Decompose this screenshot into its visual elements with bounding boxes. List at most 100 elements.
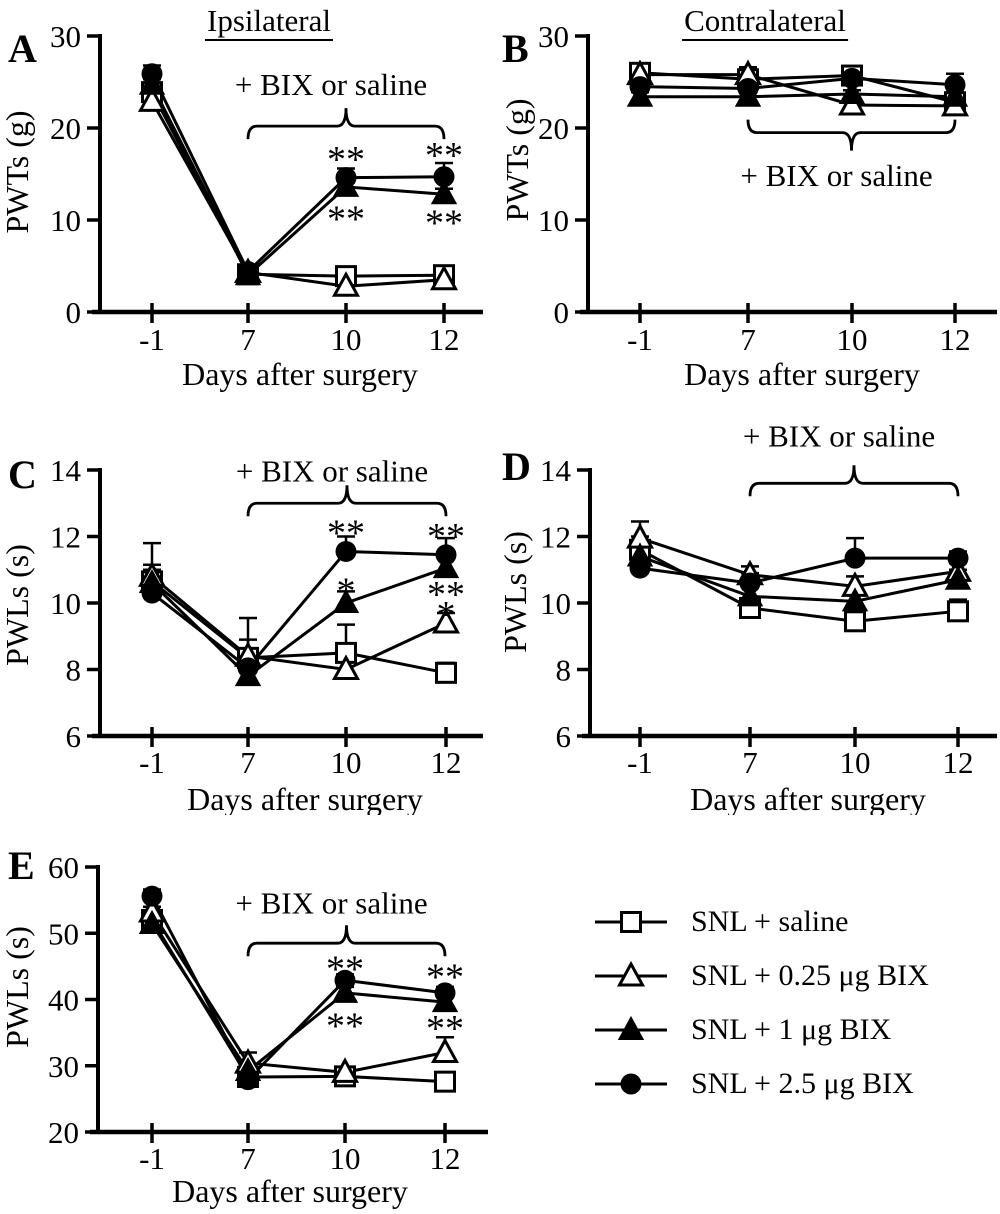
circle-filled-marker-icon [595, 1073, 667, 1095]
svg-text:Days after surgery: Days after surgery [684, 356, 920, 392]
column-title-ipsilateral: Ipsilateral [205, 3, 333, 41]
svg-text:-1: -1 [139, 1141, 165, 1176]
triangle-filled-marker-icon [595, 1015, 667, 1040]
svg-text:PWTs (g): PWTs (g) [500, 98, 535, 221]
legend-item-snl-saline: SNL + saline [593, 905, 929, 939]
svg-text:**: ** [427, 516, 465, 558]
svg-text:A: A [8, 26, 37, 71]
svg-text:Days after surgery: Days after surgery [690, 781, 926, 815]
svg-text:7: 7 [240, 322, 256, 357]
svg-text:12: 12 [940, 322, 971, 357]
svg-text:10: 10 [837, 322, 868, 357]
svg-text:*: * [337, 571, 356, 613]
svg-text:+ BIX or saline: + BIX or saline [743, 419, 935, 454]
legend-item-snl-1ug-bix: SNL + 1 μg BIX [593, 1013, 929, 1047]
svg-text:14: 14 [540, 453, 572, 488]
svg-text:30: 30 [538, 19, 569, 54]
svg-text:E: E [8, 843, 35, 888]
svg-text:40: 40 [48, 983, 79, 1018]
svg-text:+ BIX or saline: + BIX or saline [236, 454, 428, 489]
svg-text:12: 12 [50, 520, 81, 555]
svg-text:C: C [8, 452, 37, 497]
panel-d-chart: 6 8 10 12 14 -1 7 10 12 Days after surgery PWLs (s… [497, 400, 1000, 817]
svg-text:**: ** [426, 956, 464, 998]
svg-text:12: 12 [431, 745, 462, 780]
svg-text:+ BIX or saline: + BIX or saline [235, 67, 427, 102]
svg-text:10: 10 [331, 322, 362, 357]
panel-d-plot: 6 8 10 12 14 -1 7 10 12 Days after surgery PWLs (s… [497, 419, 997, 817]
legend-item-snl-025ug-bix: SNL + 0.25 μg BIX [593, 959, 929, 993]
svg-text:8: 8 [556, 653, 572, 688]
svg-text:PWLs (s): PWLs (s) [0, 926, 35, 1048]
svg-text:7: 7 [740, 322, 756, 357]
svg-text:**: ** [426, 1008, 464, 1050]
svg-text:10: 10 [50, 203, 81, 238]
svg-text:-1: -1 [139, 322, 165, 357]
panel-a-plot: 0 10 20 30 -1 7 10 12 Days after surgery PWTs (g)… [0, 19, 483, 392]
svg-text:7: 7 [742, 745, 758, 780]
legend-label: SNL + 2.5 μg BIX [691, 1067, 914, 1100]
svg-text:**: ** [427, 574, 465, 616]
panel-e-plot: 20 30 40 50 60 -1 7 10 12 Days after surgery PWLs … [0, 843, 488, 1209]
figure-legend: SNL + saline SNL + 0.25 μg BIX SNL + 1 μ… [593, 905, 929, 1121]
svg-text:12: 12 [540, 520, 571, 555]
svg-text:**: ** [327, 199, 365, 241]
svg-text:Days after surgery: Days after surgery [187, 781, 423, 815]
svg-text:12: 12 [429, 322, 460, 357]
panel-b-plot: 0 10 20 30 -1 7 10 12 Days after surgery PWTs (g)… [499, 19, 997, 392]
panel-a-chart: 0 10 20 30 -1 7 10 12 Days after surgery PWTs (g)… [0, 0, 500, 400]
column-title-contralateral: Contralateral [682, 3, 848, 41]
svg-text:14: 14 [50, 453, 82, 488]
svg-text:10: 10 [538, 203, 569, 238]
svg-text:6: 6 [66, 719, 82, 754]
svg-text:**: ** [327, 513, 365, 555]
svg-text:PWLs (s): PWLs (s) [500, 531, 533, 653]
square-open-marker-icon [595, 911, 667, 933]
svg-text:10: 10 [840, 745, 871, 780]
svg-text:-1: -1 [627, 745, 653, 780]
svg-text:D: D [502, 444, 531, 489]
svg-text:7: 7 [240, 745, 256, 780]
svg-text:10: 10 [331, 745, 362, 780]
svg-text:+ BIX or saline: + BIX or saline [740, 158, 932, 193]
svg-text:B: B [502, 26, 529, 71]
svg-text:12: 12 [943, 745, 974, 780]
svg-text:12: 12 [430, 1141, 461, 1176]
svg-text:+ BIX or saline: + BIX or saline [235, 885, 427, 920]
svg-text:PWLs (s): PWLs (s) [0, 544, 35, 666]
panel-e-chart: 20 30 40 50 60 -1 7 10 12 Days after surgery PWLs … [0, 815, 520, 1214]
svg-text:30: 30 [48, 1049, 79, 1084]
svg-text:30: 30 [50, 19, 81, 54]
svg-text:**: ** [326, 1005, 364, 1047]
svg-text:20: 20 [48, 1115, 79, 1150]
svg-text:6: 6 [556, 719, 572, 754]
svg-text:20: 20 [50, 111, 81, 146]
svg-text:20: 20 [538, 111, 569, 146]
svg-text:10: 10 [330, 1141, 361, 1176]
svg-text:60: 60 [48, 850, 79, 885]
svg-text:-1: -1 [139, 745, 165, 780]
contralateral-title-text: Contralateral [682, 3, 848, 41]
svg-text:Days after surgery: Days after surgery [182, 356, 418, 392]
svg-text:**: ** [326, 948, 364, 990]
legend-item-snl-25ug-bix: SNL + 2.5 μg BIX [593, 1067, 929, 1101]
legend-label: SNL + 1 μg BIX [691, 1013, 892, 1046]
panel-c-chart: 6 8 10 12 14 -1 7 10 12 Days after surgery PWLs (s… [0, 400, 500, 817]
triangle-open-marker-icon [595, 960, 667, 987]
svg-text:**: ** [425, 202, 463, 244]
svg-text:PWTs (g): PWTs (g) [0, 110, 35, 233]
svg-text:7: 7 [240, 1141, 256, 1176]
ipsilateral-title-text: Ipsilateral [205, 3, 333, 41]
legend-label: SNL + saline [691, 905, 849, 938]
svg-text:-1: -1 [627, 322, 653, 357]
svg-text:Days after surgery: Days after surgery [172, 1173, 408, 1209]
svg-text:8: 8 [66, 653, 82, 688]
panel-b-chart: 0 10 20 30 -1 7 10 12 Days after surgery PWTs (g)… [499, 0, 1000, 400]
svg-text:10: 10 [50, 586, 81, 621]
svg-text:**: ** [425, 135, 463, 177]
svg-text:50: 50 [48, 916, 79, 951]
svg-text:10: 10 [540, 586, 571, 621]
legend-label: SNL + 0.25 μg BIX [691, 959, 929, 992]
svg-text:0: 0 [66, 295, 82, 330]
